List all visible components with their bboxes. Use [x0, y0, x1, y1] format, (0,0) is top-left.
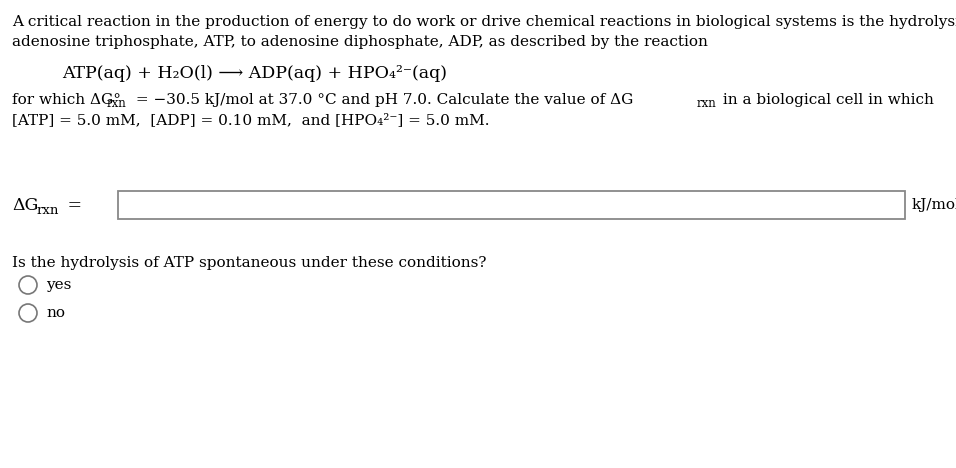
Text: in a biological cell in which: in a biological cell in which — [718, 93, 934, 107]
Text: adenosine triphosphate, ATP, to adenosine diphosphate, ADP, as described by the : adenosine triphosphate, ATP, to adenosin… — [12, 35, 707, 49]
Circle shape — [19, 276, 37, 294]
Text: yes: yes — [46, 278, 72, 292]
FancyBboxPatch shape — [118, 191, 905, 219]
Text: [ATP] = 5.0 mM,  [ADP] = 0.10 mM,  and [HPO₄²⁻] = 5.0 mM.: [ATP] = 5.0 mM, [ADP] = 0.10 mM, and [HP… — [12, 113, 489, 127]
Text: ATP(aq) + H₂O(l) ⟶ ADP(aq) + HPO₄²⁻(aq): ATP(aq) + H₂O(l) ⟶ ADP(aq) + HPO₄²⁻(aq) — [62, 65, 447, 82]
Text: = −30.5 kJ/mol at 37.0 °C and pH 7.0. Calculate the value of ΔG: = −30.5 kJ/mol at 37.0 °C and pH 7.0. Ca… — [131, 93, 634, 107]
Text: kJ/mol: kJ/mol — [912, 198, 956, 212]
Circle shape — [19, 304, 37, 322]
Text: Is the hydrolysis of ATP spontaneous under these conditions?: Is the hydrolysis of ATP spontaneous und… — [12, 256, 487, 270]
Text: rxn: rxn — [107, 97, 127, 110]
Text: =: = — [62, 197, 82, 213]
Text: for which ΔG°: for which ΔG° — [12, 93, 121, 107]
Text: rxn: rxn — [697, 97, 717, 110]
Text: no: no — [46, 306, 65, 320]
Text: ΔG: ΔG — [12, 197, 38, 213]
Text: rxn: rxn — [37, 204, 59, 217]
Text: A critical reaction in the production of energy to do work or drive chemical rea: A critical reaction in the production of… — [12, 15, 956, 29]
